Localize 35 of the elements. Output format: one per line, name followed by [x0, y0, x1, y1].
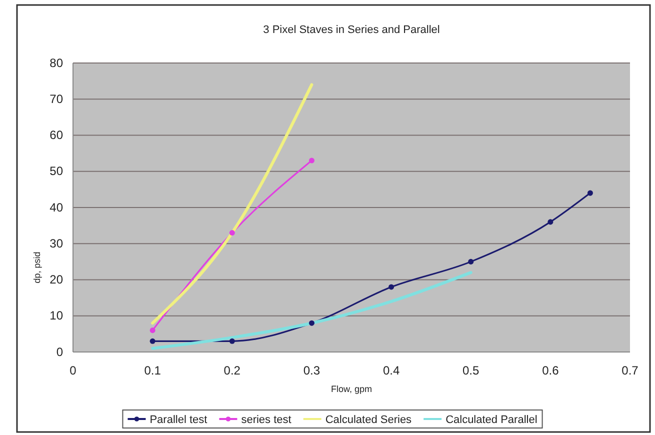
- x-tick-label: 0.4: [382, 364, 400, 378]
- point: [388, 284, 394, 290]
- point: [468, 258, 474, 264]
- line-series: [151, 271, 472, 350]
- point: [229, 338, 235, 344]
- y-tick-label: 50: [50, 164, 64, 178]
- legend-label: series test: [241, 414, 292, 426]
- x-axis-title: Flow, gpm: [330, 384, 372, 394]
- x-tick-label: 0.7: [622, 364, 639, 378]
- x-tick-label: 0.3: [303, 364, 320, 378]
- y-tick-label: 40: [50, 200, 64, 214]
- y-tick-label: 10: [50, 308, 64, 323]
- legend-label: Parallel test: [150, 414, 208, 426]
- y-tick-label: 80: [50, 56, 64, 70]
- point: [308, 320, 314, 326]
- x-tick-label: 0.6: [542, 364, 560, 378]
- point: [150, 338, 156, 344]
- x-tick-label: 0.1: [144, 364, 162, 378]
- y-axis-title: dp, psid: [32, 252, 42, 284]
- point: [150, 328, 156, 334]
- x-tick-label: 0: [70, 364, 77, 378]
- point: [587, 190, 593, 196]
- point: [308, 158, 314, 164]
- chart-title: 3 Pixel Staves in Series and Parallel: [263, 24, 440, 36]
- legend-label: Calculated Series: [325, 414, 412, 426]
- y-tick-label: 0: [56, 344, 64, 359]
- y-tick-label: 60: [50, 128, 64, 142]
- point: [548, 219, 554, 225]
- y-tick-label: 70: [50, 92, 64, 106]
- x-tick-label: 0.2: [224, 364, 241, 378]
- y-tick-label: 20: [50, 272, 64, 287]
- legend-label: Calculated Parallel: [446, 414, 538, 426]
- y-tick-label: 30: [50, 236, 64, 250]
- x-tick-label: 0.5: [462, 364, 480, 378]
- point: [229, 230, 235, 236]
